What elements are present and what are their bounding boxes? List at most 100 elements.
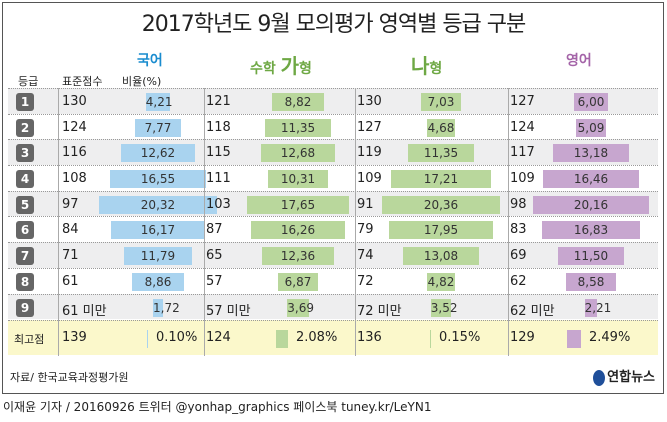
grade-badge: 3: [16, 144, 34, 163]
ratio-bar: 3,69: [287, 298, 315, 317]
subject-header: 영어: [566, 50, 592, 70]
table-row: 5 97 20,32 103 17,65 91 20,36 98 20,16: [8, 190, 658, 217]
standard-score: 109: [357, 171, 382, 187]
ratio-bar: 11,79: [123, 247, 193, 266]
ratio-bar: 7,03: [420, 93, 462, 111]
standard-score: 69: [510, 248, 527, 264]
ratio-bar: 6,00: [573, 93, 609, 111]
table-row: 8 61 8,86 57 6,87 72 4,82 62 8,58: [8, 267, 658, 294]
standard-score: 61 미만: [62, 303, 107, 319]
standard-score: 127: [510, 94, 535, 109]
ratio-bar: 20,36: [381, 195, 501, 214]
standard-score: 119: [357, 145, 382, 161]
subject-header: 나형: [411, 50, 442, 79]
subject-name: 형: [299, 61, 312, 77]
ratio-bar: 13,08: [403, 247, 479, 266]
highest-ratio-bar: [147, 330, 148, 348]
column-divider: [355, 88, 356, 356]
grade-badge: 1: [16, 93, 34, 111]
ratio-bar: 17,95: [388, 221, 494, 240]
ratio-bar: 16,26: [250, 221, 346, 240]
grade-badge: 4: [16, 170, 34, 189]
ratio-bar: 12,62: [121, 144, 195, 163]
standard-score: 57: [206, 273, 223, 289]
standard-score: 79: [357, 222, 374, 238]
highest-score: 129: [510, 330, 535, 345]
standard-score: 61: [62, 273, 79, 289]
table-row: 9 61 미만 1,72 57 미만 3,69 72 미만 3,52 62 미만 2,21: [8, 293, 658, 320]
grade-badge: 6: [16, 221, 34, 240]
highest-score-label: 최고점: [14, 333, 45, 346]
ratio-bar: 6,87: [278, 272, 318, 291]
ratio-bar: 4,21: [145, 93, 173, 111]
ratio-bar: 11,35: [265, 118, 331, 137]
standard-score: 116: [62, 145, 87, 161]
standard-score: 130: [357, 94, 382, 109]
grade-badge: 9: [16, 298, 34, 317]
subject-header: 수학 가형: [250, 50, 312, 79]
ratio-bar: 16,83: [542, 221, 640, 240]
ratio-bar: 20,16: [532, 195, 650, 214]
highest-score-row: 최고점 139 0.10% 124 2.08% 136 0.15% 129 2.49%: [8, 320, 658, 355]
ratio-bar: 16,17: [111, 221, 205, 240]
logo-icon: [593, 369, 606, 386]
ratio-bar: 3,52: [430, 298, 458, 317]
ratio-bar: 20,32: [99, 195, 217, 214]
column-divider: [58, 88, 59, 356]
subject-name: 형: [429, 61, 443, 77]
ratio-bar: 16,46: [543, 170, 639, 189]
highest-ratio-bar: [275, 330, 288, 348]
header-ratio: 비율(%): [122, 75, 162, 88]
ratio-bar: 8,86: [132, 272, 184, 291]
highest-ratio: 0.10%: [156, 330, 198, 345]
standard-score: 121: [206, 94, 231, 109]
ratio-bar: 13,18: [552, 144, 630, 163]
standard-score: 111: [206, 171, 231, 187]
column-divider: [508, 88, 509, 356]
standard-score: 84: [62, 222, 79, 238]
highest-ratio: 0.15%: [439, 330, 481, 345]
logo-text: 연합뉴스: [607, 370, 655, 385]
table-row: 4 108 16,55 111 10,31 109 17,21 109 16,46: [8, 165, 658, 191]
highest-ratio-bar: [430, 330, 431, 348]
standard-score: 83: [510, 222, 527, 238]
standard-score: 91: [357, 196, 374, 212]
standard-score: 117: [510, 145, 535, 161]
subject-prefix: 수학: [250, 61, 281, 77]
grade-badge: 2: [16, 118, 34, 137]
grade-table: 1 130 4,21 121 8,82 130 7,03 127 6,00 2 124 7,77 118…: [8, 88, 658, 320]
highest-score: 136: [357, 330, 382, 345]
table-row: 7 71 11,79 65 12,36 74 13,08 69 11,50: [8, 242, 658, 268]
standard-score: 72 미만: [357, 303, 402, 319]
table-row: 3 116 12,62 115 12,68 119 11,35 117 13,18: [8, 139, 658, 166]
ratio-bar: 4,68: [427, 118, 455, 137]
standard-score: 115: [206, 145, 231, 161]
highest-score: 124: [206, 330, 231, 345]
ratio-bar: 11,35: [408, 144, 474, 163]
standard-score: 62 미만: [510, 303, 555, 319]
ratio-bar: 1,72: [153, 298, 180, 317]
standard-score: 108: [62, 171, 87, 187]
standard-score: 65: [206, 248, 223, 264]
source-note: 자료/ 한국교육과정평가원: [10, 371, 129, 384]
grade-badge: 7: [16, 247, 34, 266]
highest-ratio: 2.49%: [589, 330, 631, 345]
grade-badge: 5: [16, 195, 34, 214]
standard-score: 127: [357, 119, 382, 135]
subject-big: 가: [280, 54, 300, 78]
yonhap-logo: 연합뉴스: [593, 366, 655, 386]
header-grade: 등급: [18, 75, 39, 88]
ratio-bar: 4,82: [427, 272, 455, 291]
ratio-bar: 2,21: [584, 298, 612, 317]
standard-score: 57 미만: [206, 303, 251, 319]
table-row: 6 84 16,17 87 16,26 79 17,95 83 16,83: [8, 216, 658, 242]
highest-score: 139: [62, 330, 87, 345]
standard-score: 103: [206, 196, 231, 212]
ratio-bar: 8,58: [566, 272, 616, 291]
ratio-bar: 12,68: [261, 144, 335, 163]
subject-header: 국어: [137, 50, 163, 70]
standard-score: 62: [510, 273, 527, 289]
standard-score: 72: [357, 273, 374, 289]
table-row: 2 124 7,77 118 11,35 127 4,68 124 5,09: [8, 113, 658, 140]
grade-badge: 8: [16, 272, 34, 291]
